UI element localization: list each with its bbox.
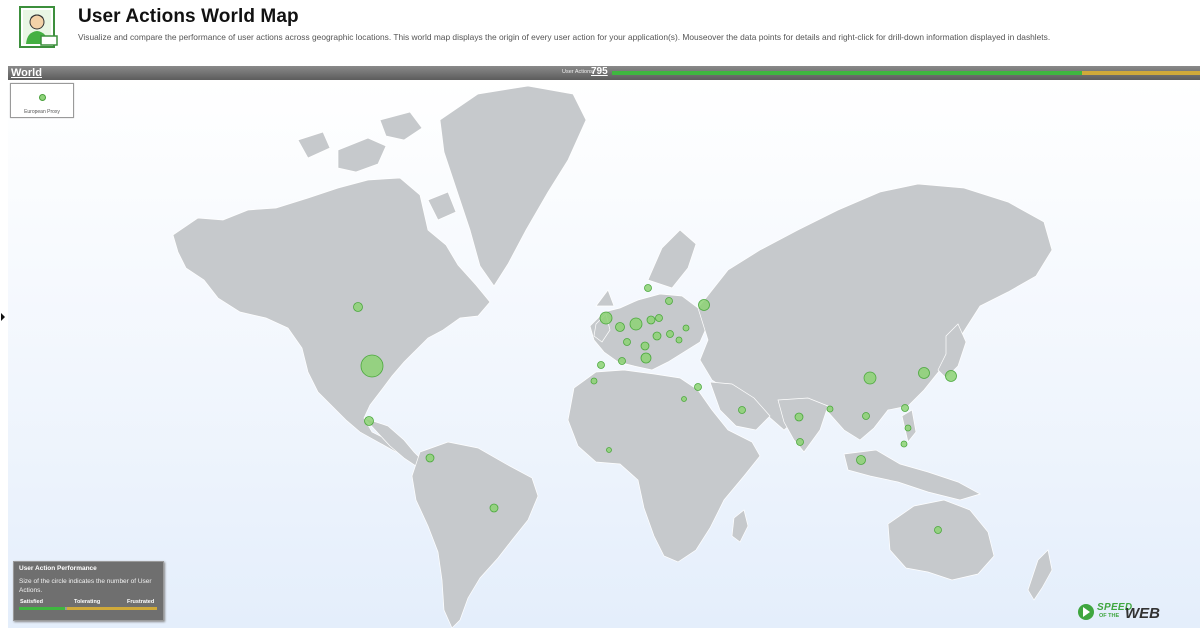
satisfied-bar: [612, 71, 1083, 75]
user-action-marker[interactable]: [353, 302, 363, 312]
user-action-marker[interactable]: [629, 317, 643, 331]
page-header: User Actions World Map Visualize and com…: [0, 0, 1200, 66]
user-action-marker[interactable]: [862, 412, 870, 420]
world-map[interactable]: [8, 80, 1200, 628]
proxy-marker: [39, 94, 46, 101]
land-australia: [887, 499, 995, 581]
page-description: Visualize and compare the performance of…: [78, 32, 1051, 42]
land-south-america: [411, 441, 539, 628]
user-action-marker[interactable]: [599, 311, 613, 325]
land-central-america: [363, 417, 423, 467]
user-action-marker[interactable]: [694, 383, 702, 391]
user-action-marker[interactable]: [590, 377, 598, 385]
user-report-icon: [19, 6, 58, 48]
user-action-marker[interactable]: [900, 440, 908, 448]
world-map-svg[interactable]: [8, 80, 1200, 628]
user-action-marker[interactable]: [606, 447, 612, 453]
european-proxy-box[interactable]: European Proxy: [10, 83, 74, 118]
user-action-marker[interactable]: [698, 299, 710, 311]
land-masses: [172, 85, 1053, 628]
land-greenland: [439, 85, 587, 287]
user-action-marker[interactable]: [364, 416, 374, 426]
user-action-marker[interactable]: [675, 336, 683, 344]
user-action-marker[interactable]: [646, 315, 656, 325]
user-action-marker[interactable]: [360, 354, 384, 378]
tolerating-bar: [1082, 71, 1200, 75]
land-southeast-asia-islands: [843, 409, 981, 501]
land-madagascar: [731, 509, 749, 543]
user-action-marker[interactable]: [863, 371, 877, 385]
legend-description: Size of the circle indicates the number …: [19, 578, 152, 594]
land-canadian-islands: [297, 111, 457, 221]
user-action-marker[interactable]: [796, 438, 804, 446]
speed-of-the-web-logo: SPEED OF THE WEB: [1077, 602, 1199, 624]
speed-arrow-icon: [1078, 604, 1094, 620]
legend-satisfied: Satisfied: [20, 599, 43, 605]
user-action-marker[interactable]: [856, 455, 866, 465]
user-action-marker[interactable]: [425, 453, 435, 463]
user-action-marker[interactable]: [665, 297, 673, 305]
user-action-markers[interactable]: [353, 284, 957, 534]
performance-legend: User Action Performance Size of the circ…: [13, 561, 164, 621]
region-link[interactable]: World: [11, 67, 42, 79]
user-action-marker[interactable]: [597, 361, 605, 369]
user-action-marker[interactable]: [652, 331, 662, 341]
user-action-marker[interactable]: [666, 330, 674, 338]
brand-web: WEB: [1125, 605, 1160, 622]
user-action-marker[interactable]: [644, 284, 652, 292]
user-action-marker[interactable]: [681, 396, 687, 402]
user-action-marker[interactable]: [904, 424, 912, 432]
brand-of-the: OF THE: [1099, 613, 1120, 619]
land-africa: [567, 369, 761, 563]
user-action-marker[interactable]: [640, 352, 652, 364]
user-action-marker[interactable]: [826, 405, 834, 413]
user-action-marker[interactable]: [934, 526, 942, 534]
user-action-marker[interactable]: [918, 367, 930, 379]
land-india: [777, 397, 829, 453]
user-action-marker[interactable]: [682, 324, 690, 332]
user-actions-count[interactable]: 795: [591, 66, 608, 77]
map-header-bar: World User Actions 795: [8, 66, 1200, 81]
land-europe: [589, 229, 709, 371]
expand-arrow-icon[interactable]: [1, 313, 5, 321]
user-action-marker[interactable]: [640, 341, 650, 351]
user-action-marker[interactable]: [615, 322, 625, 332]
legend-tolerating: Tolerating: [74, 599, 101, 605]
user-action-marker[interactable]: [655, 314, 663, 322]
land-north-america: [172, 177, 491, 453]
legend-title: User Action Performance: [19, 565, 97, 572]
user-action-marker[interactable]: [901, 404, 909, 412]
land-arabia: [709, 381, 771, 431]
user-actions-label: User Actions: [562, 69, 593, 75]
page-title: User Actions World Map: [78, 6, 299, 27]
proxy-label: European Proxy: [24, 109, 60, 115]
user-action-marker[interactable]: [489, 503, 499, 513]
performance-bar: [612, 71, 1200, 75]
user-action-marker[interactable]: [623, 338, 631, 346]
brand-speed: SPEED: [1097, 602, 1133, 613]
user-action-marker[interactable]: [945, 370, 957, 382]
land-new-zealand: [1027, 549, 1053, 601]
user-action-marker[interactable]: [618, 357, 626, 365]
user-action-marker[interactable]: [794, 412, 804, 422]
legend-scale: [19, 607, 157, 610]
user-action-marker[interactable]: [738, 406, 746, 414]
legend-frustrated: Frustrated: [127, 599, 155, 605]
